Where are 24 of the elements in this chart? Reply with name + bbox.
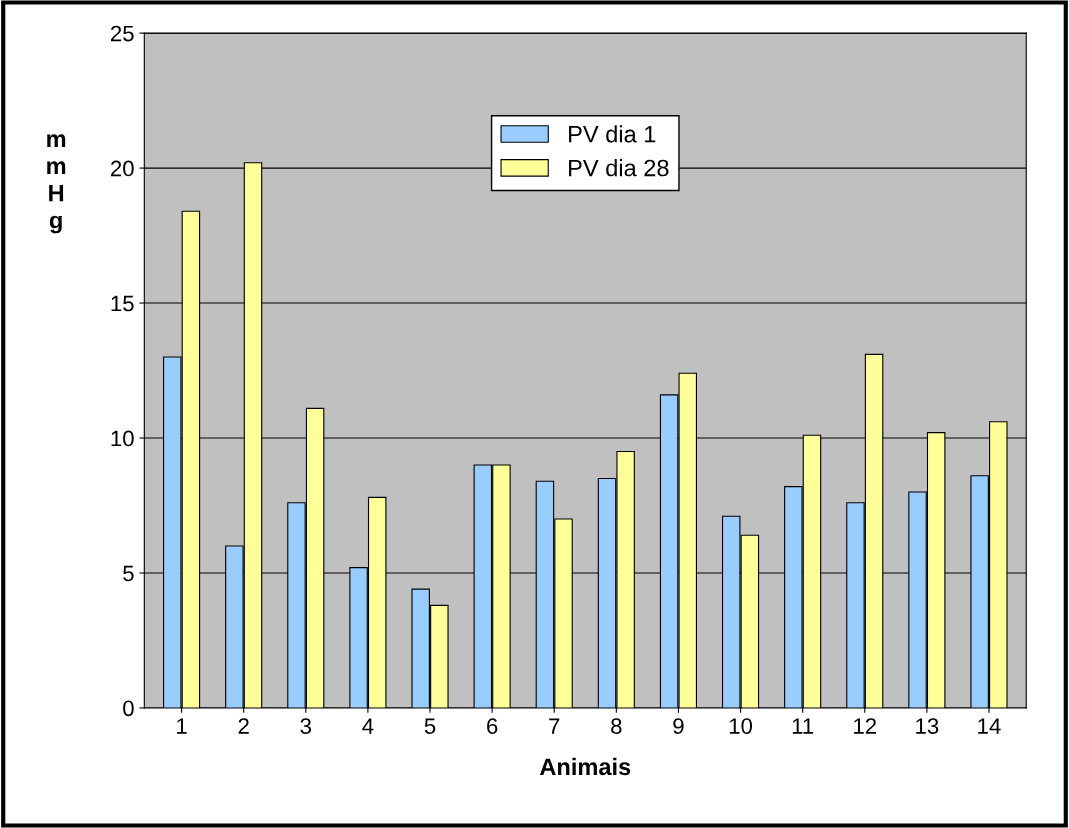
x-tick-label: 11 [792, 718, 814, 734]
y-tick-label: 25 [111, 25, 134, 42]
x-tick-label: 8 [611, 718, 622, 734]
y-tick-label: 15 [111, 295, 134, 312]
x-tick-label: 4 [362, 718, 374, 734]
x-tick-label: 1 [177, 718, 187, 734]
x-tick-label: 6 [487, 718, 498, 734]
x-tick-label: 5 [424, 718, 436, 734]
x-tick-label: 3 [300, 718, 311, 734]
x-tick-label: 9 [673, 718, 684, 734]
x-tick-label: 7 [549, 718, 560, 734]
y-tick-label: 0 [123, 700, 134, 717]
x-axis-title: Animais [539, 757, 631, 776]
x-tick-label: 10 [729, 718, 753, 734]
y-tick-label: 10 [111, 430, 134, 447]
x-tick-label: 12 [854, 718, 877, 734]
x-tick-label: 14 [978, 718, 1001, 734]
x-tick-label: 13 [916, 718, 939, 734]
legend-label: PV dia 28 [569, 159, 669, 177]
x-tick-label: 2 [238, 718, 249, 734]
y-axis-title: mmHg [47, 134, 66, 234]
legend-label: PV dia 1 [569, 125, 656, 143]
y-tick-label: 5 [123, 565, 134, 582]
y-tick-label: 20 [111, 160, 134, 177]
